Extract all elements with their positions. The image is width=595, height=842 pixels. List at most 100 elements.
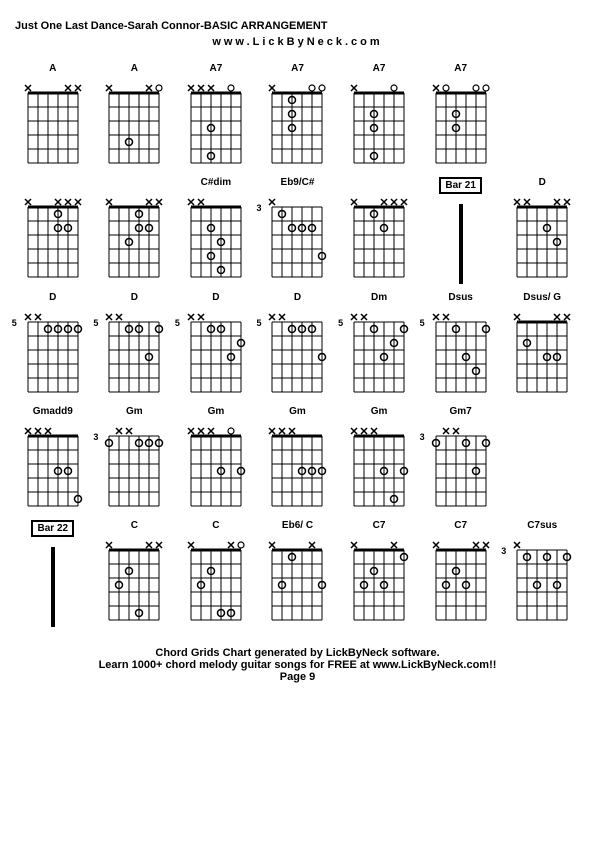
chord-label: Gm [126,406,143,420]
fret-offset: 3 [501,546,506,556]
chord-cell: Gm7 3 [423,406,499,512]
chord-diagram [348,422,410,512]
chord-label: Dsus [448,292,472,306]
chord-label: C#dim [201,177,232,191]
chord-cell [15,177,91,284]
fret-offset: 5 [93,318,98,328]
chord-cell: Eb6/ C [260,520,336,627]
chord-diagram [266,79,328,169]
chord-label: C7sus [527,520,557,534]
chord-label: Gm [371,406,388,420]
chord-label: Eb6/ C [282,520,313,534]
chord-diagram [348,79,410,169]
chord-diagram: 5 [185,308,247,398]
chord-grid: AAA7A7A7A7C#dimEb9/C#3Bar 21DD5D5D5D5Dm5… [15,63,580,627]
chord-cell: Dm 5 [341,292,417,398]
chord-diagram [348,536,410,626]
chord-diagram [511,193,573,283]
chord-diagram: 3 [266,193,328,283]
chord-cell: Gm [178,406,254,512]
chord-cell: C [97,520,173,627]
chord-cell [504,406,580,512]
chord-label: A [49,63,56,77]
chord-label: C7 [454,520,467,534]
chord-label: C [212,520,219,534]
chord-diagram [103,79,165,169]
fret-offset: 5 [420,318,425,328]
chord-diagram [348,193,410,283]
chord-cell: A [15,63,91,169]
chord-cell: A [97,63,173,169]
chord-cell [97,177,173,284]
chord-cell: Gm [341,406,417,512]
chord-diagram [430,536,492,626]
chord-label: C [131,520,138,534]
chord-diagram [266,422,328,512]
fret-offset: 3 [420,432,425,442]
chord-cell: D [504,177,580,284]
chord-cell: D5 [15,292,91,398]
fret-offset: 5 [175,318,180,328]
chord-label: Dsus/ G [523,292,561,306]
chord-cell: A7 [260,63,336,169]
chord-cell: Bar 22 [15,520,91,627]
bar-line [459,204,463,284]
chord-label: A7 [291,63,304,77]
chord-cell: A7 [423,63,499,169]
bar-marker-label: Bar 21 [439,177,482,194]
chord-diagram [185,79,247,169]
chord-cell: A7 [178,63,254,169]
chord-diagram: 5 [266,308,328,398]
fret-offset: 5 [12,318,17,328]
chord-label: Gmadd9 [33,406,73,420]
chord-cell: C#dim [178,177,254,284]
fret-offset: 5 [338,318,343,328]
bar-marker-label: Bar 22 [31,520,74,537]
chord-diagram [266,536,328,626]
chord-diagram [103,536,165,626]
chord-cell: Dsus 5 [423,292,499,398]
chord-label: Gm [289,406,306,420]
chord-label: D [131,292,138,306]
chord-label: D [212,292,219,306]
chord-label: A7 [210,63,223,77]
chord-cell: C [178,520,254,627]
chord-cell: C7sus 3 [504,520,580,627]
footer-line-1: Chord Grids Chart generated by LickByNec… [15,647,580,659]
chord-diagram [103,193,165,283]
chord-cell: D5 [178,292,254,398]
chord-label: A7 [454,63,467,77]
bar-line [51,547,55,627]
chord-label: C7 [373,520,386,534]
chord-cell: D5 [260,292,336,398]
chord-label: Eb9/C# [281,177,315,191]
chord-diagram [22,193,84,283]
chord-cell: D5 [97,292,173,398]
chord-cell: C7 [423,520,499,627]
chord-diagram: 3 [430,422,492,512]
fret-offset: 5 [256,318,261,328]
chord-diagram: 5 [430,308,492,398]
page-number: Page 9 [15,671,580,683]
fret-offset: 3 [256,203,261,213]
chord-diagram [185,193,247,283]
chord-label: D [294,292,301,306]
chord-diagram: 5 [22,308,84,398]
chord-cell: Bar 21 [423,177,499,284]
page-title: Just One Last Dance-Sarah Connor-BASIC A… [15,20,580,32]
subtitle: www.LickByNeck.com [15,36,580,48]
footer-line-2: Learn 1000+ chord melody guitar songs fo… [15,659,580,671]
chord-label: D [539,177,546,191]
chord-label: Gm7 [450,406,472,420]
chord-label: D [49,292,56,306]
chord-diagram [185,422,247,512]
chord-cell: Gmadd9 [15,406,91,512]
chord-diagram: 3 [103,422,165,512]
chord-diagram [22,79,84,169]
chord-diagram [185,536,247,626]
chord-label: Dm [371,292,387,306]
chord-cell: A7 [341,63,417,169]
chord-cell: Gm 3 [97,406,173,512]
chord-diagram: 5 [348,308,410,398]
chord-diagram [511,308,573,398]
